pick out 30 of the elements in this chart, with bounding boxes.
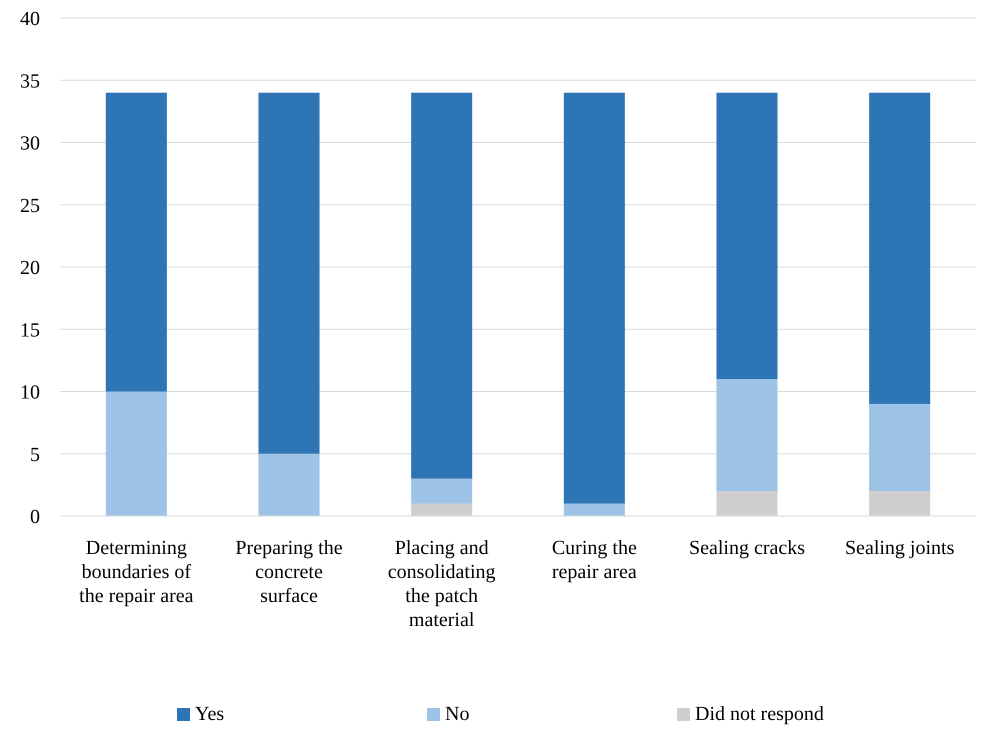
bar — [869, 404, 930, 492]
bar — [869, 92, 930, 404]
y-tick-label: 30 — [20, 132, 40, 154]
y-tick-label: 40 — [20, 8, 40, 30]
legend-label: Did not respond — [695, 703, 824, 725]
legend-label: Yes — [195, 703, 224, 725]
x-tick-label: Placing and consolidating the patch material — [388, 537, 496, 631]
bar — [106, 392, 167, 516]
bar — [411, 478, 472, 504]
y-tick-label: 0 — [30, 506, 40, 528]
bar — [716, 92, 778, 380]
y-tick-label: 20 — [20, 257, 40, 279]
y-tick-label: 25 — [20, 194, 40, 217]
bar — [564, 92, 625, 504]
bar — [258, 454, 320, 516]
bar — [106, 92, 167, 392]
y-tick-label: 35 — [20, 70, 40, 92]
x-tick-label: Sealing cracks — [688, 537, 806, 559]
x-tick-label: Curing the repair area — [552, 537, 637, 583]
bar — [411, 92, 472, 479]
y-tick-label: 5 — [30, 444, 40, 466]
y-tick-label: 15 — [20, 319, 40, 342]
x-tick-label: Determining boundaries of the repair area — [79, 537, 194, 607]
x-tick-label: Sealing joints — [844, 537, 955, 559]
x-tick-label: Preparing the concrete surface — [235, 537, 343, 607]
y-tick-label: 10 — [20, 382, 40, 404]
bar — [258, 92, 320, 454]
bar — [564, 504, 625, 516]
bar — [716, 379, 778, 492]
legend-label: No — [445, 703, 470, 725]
